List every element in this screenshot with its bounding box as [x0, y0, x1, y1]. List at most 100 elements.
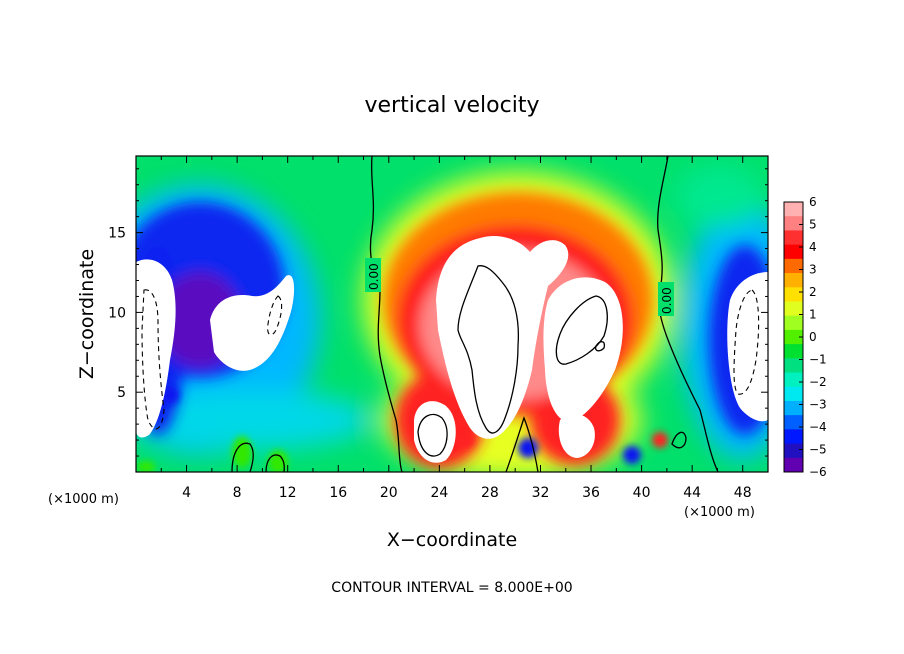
chart-title: vertical velocity	[364, 93, 539, 118]
colorbar-cell	[784, 400, 803, 416]
colorbar-cell	[784, 216, 803, 231]
contour-label-left: 0.00	[367, 263, 381, 290]
colorbar-tick-label: −5	[809, 443, 827, 457]
zero-contour-small-left-2	[265, 454, 285, 472]
zero-contour-small-right	[671, 431, 687, 449]
blue-cell-40km	[623, 446, 641, 464]
x-tick-labels: 4 8 12 16 20 24 28 32 36 40 44 48	[182, 485, 752, 501]
zero-contour-right	[657, 156, 719, 472]
plot-frame	[135, 155, 769, 473]
colorbar-cell	[784, 329, 803, 345]
minus8-contour-left	[141, 289, 165, 430]
x-unit-right: (×1000 m)	[684, 505, 755, 520]
colorbar-cell	[784, 273, 803, 288]
green-cell-left-2	[268, 450, 288, 472]
x-tick-label: 44	[683, 485, 701, 501]
colorbar-cell	[784, 358, 803, 374]
contour-label-box-right	[658, 282, 674, 316]
colorbar-tick-label: 4	[809, 240, 817, 254]
colorbar-cells	[784, 202, 803, 473]
colorbar-tick-label: −3	[809, 398, 827, 412]
x-tick-label: 12	[279, 485, 297, 501]
colorbar-tick-label: −4	[809, 420, 827, 434]
x-tick-label: 16	[329, 485, 347, 501]
colorbar-cell	[784, 287, 803, 302]
colorbar-cell	[784, 244, 803, 260]
blue-cell-30km	[518, 438, 538, 458]
zero-contour-small-left	[231, 442, 254, 472]
colorbar-cell	[784, 258, 803, 274]
minus8-contour-right	[733, 289, 760, 395]
plus8-contour-v-left	[505, 416, 539, 472]
plus8-contour-right	[555, 295, 608, 365]
contour-labels: 0.00 0.00	[365, 258, 674, 316]
colorbar-tick-label: 1	[809, 308, 817, 322]
plus8-contour-small	[594, 341, 606, 352]
colorbar-cell	[784, 344, 803, 359]
y-axis-label: Z−coordinate	[76, 249, 98, 379]
colorbar-tick-labels: 6 5 4 3 2 1 0 −1 −2 −3 −4 −5 −6	[799, 195, 827, 479]
x-axis-label: X−coordinate	[387, 529, 517, 551]
x-tick-label: 8	[233, 485, 242, 501]
field-sharp-layer	[137, 386, 668, 472]
colorbar-cell	[784, 415, 803, 430]
colorbar-tick-label: 6	[809, 195, 817, 209]
colorbar-tick-label: 3	[809, 263, 817, 277]
red-cell-25km	[458, 432, 474, 448]
contour-lines	[231, 156, 719, 472]
x-tick-label: 32	[532, 485, 550, 501]
x-tick-label: 28	[481, 485, 499, 501]
colorbar-cell	[784, 202, 803, 217]
red-cell-41km	[652, 432, 668, 448]
x-tick-label: 20	[380, 485, 398, 501]
plus8-contour-main	[457, 265, 520, 434]
colorbar-tick-label: −1	[809, 353, 827, 367]
contour-label-right: 0.00	[660, 287, 674, 314]
out-of-range-regions	[136, 235, 768, 463]
x-tick-label: 36	[582, 485, 600, 501]
minus8-contour-mid	[267, 295, 283, 336]
downdraft-white-mid	[210, 275, 295, 371]
colorbar-cell	[784, 230, 803, 246]
updraft-white-right	[543, 277, 623, 422]
y-tick-label: 5	[117, 385, 126, 401]
y-tick-label: 10	[108, 305, 126, 321]
lower-left-cyan-band	[136, 390, 370, 450]
updraft-white-lowright	[558, 413, 595, 458]
colorbar-cell	[784, 315, 803, 331]
colorbar-cell	[784, 457, 803, 473]
y-tick-label: 15	[108, 226, 126, 242]
upper-right-green-patch	[675, 164, 765, 228]
zero-contour-left	[369, 156, 403, 472]
heatmap-field: 0.00 0.00	[136, 156, 768, 472]
contour-label-box-left	[365, 258, 381, 292]
updraft-white-lowleft	[414, 401, 456, 463]
x-tick-label: 48	[734, 485, 752, 501]
colorbar-cell	[784, 372, 803, 388]
downdraft-white-left	[136, 259, 176, 438]
x-ticks	[160, 156, 744, 472]
colorbar: 6 5 4 3 2 1 0 −1 −2 −3 −4 −5 −6	[783, 195, 827, 479]
colorbar-tick-label: −6	[809, 465, 827, 479]
contour-interval-note: CONTOUR INTERVAL = 8.000E+00	[331, 580, 572, 596]
y-ticks	[136, 168, 768, 457]
colorbar-cell	[784, 386, 803, 402]
colorbar-tick-label: 5	[809, 218, 817, 232]
colorbar-tick-label: 0	[809, 330, 817, 344]
x-unit-left: (×1000 m)	[48, 492, 119, 507]
x-tick-label: 4	[182, 485, 191, 501]
updraft-white-main	[436, 235, 569, 439]
colorbar-tick-label: −2	[809, 375, 827, 389]
x-tick-label: 24	[430, 485, 448, 501]
green-cell-left	[232, 436, 252, 468]
blue-cell-left-low	[161, 386, 179, 404]
colorbar-cell	[784, 301, 803, 317]
colorbar-cell	[784, 443, 803, 459]
x-tick-label: 40	[633, 485, 651, 501]
y-tick-labels: 5 10 15	[108, 226, 126, 402]
colorbar-cell	[784, 429, 803, 445]
green-cell-edge	[137, 461, 155, 472]
colorbar-tick-label: 2	[809, 285, 817, 299]
plus8-contour-lowleft	[417, 413, 448, 457]
